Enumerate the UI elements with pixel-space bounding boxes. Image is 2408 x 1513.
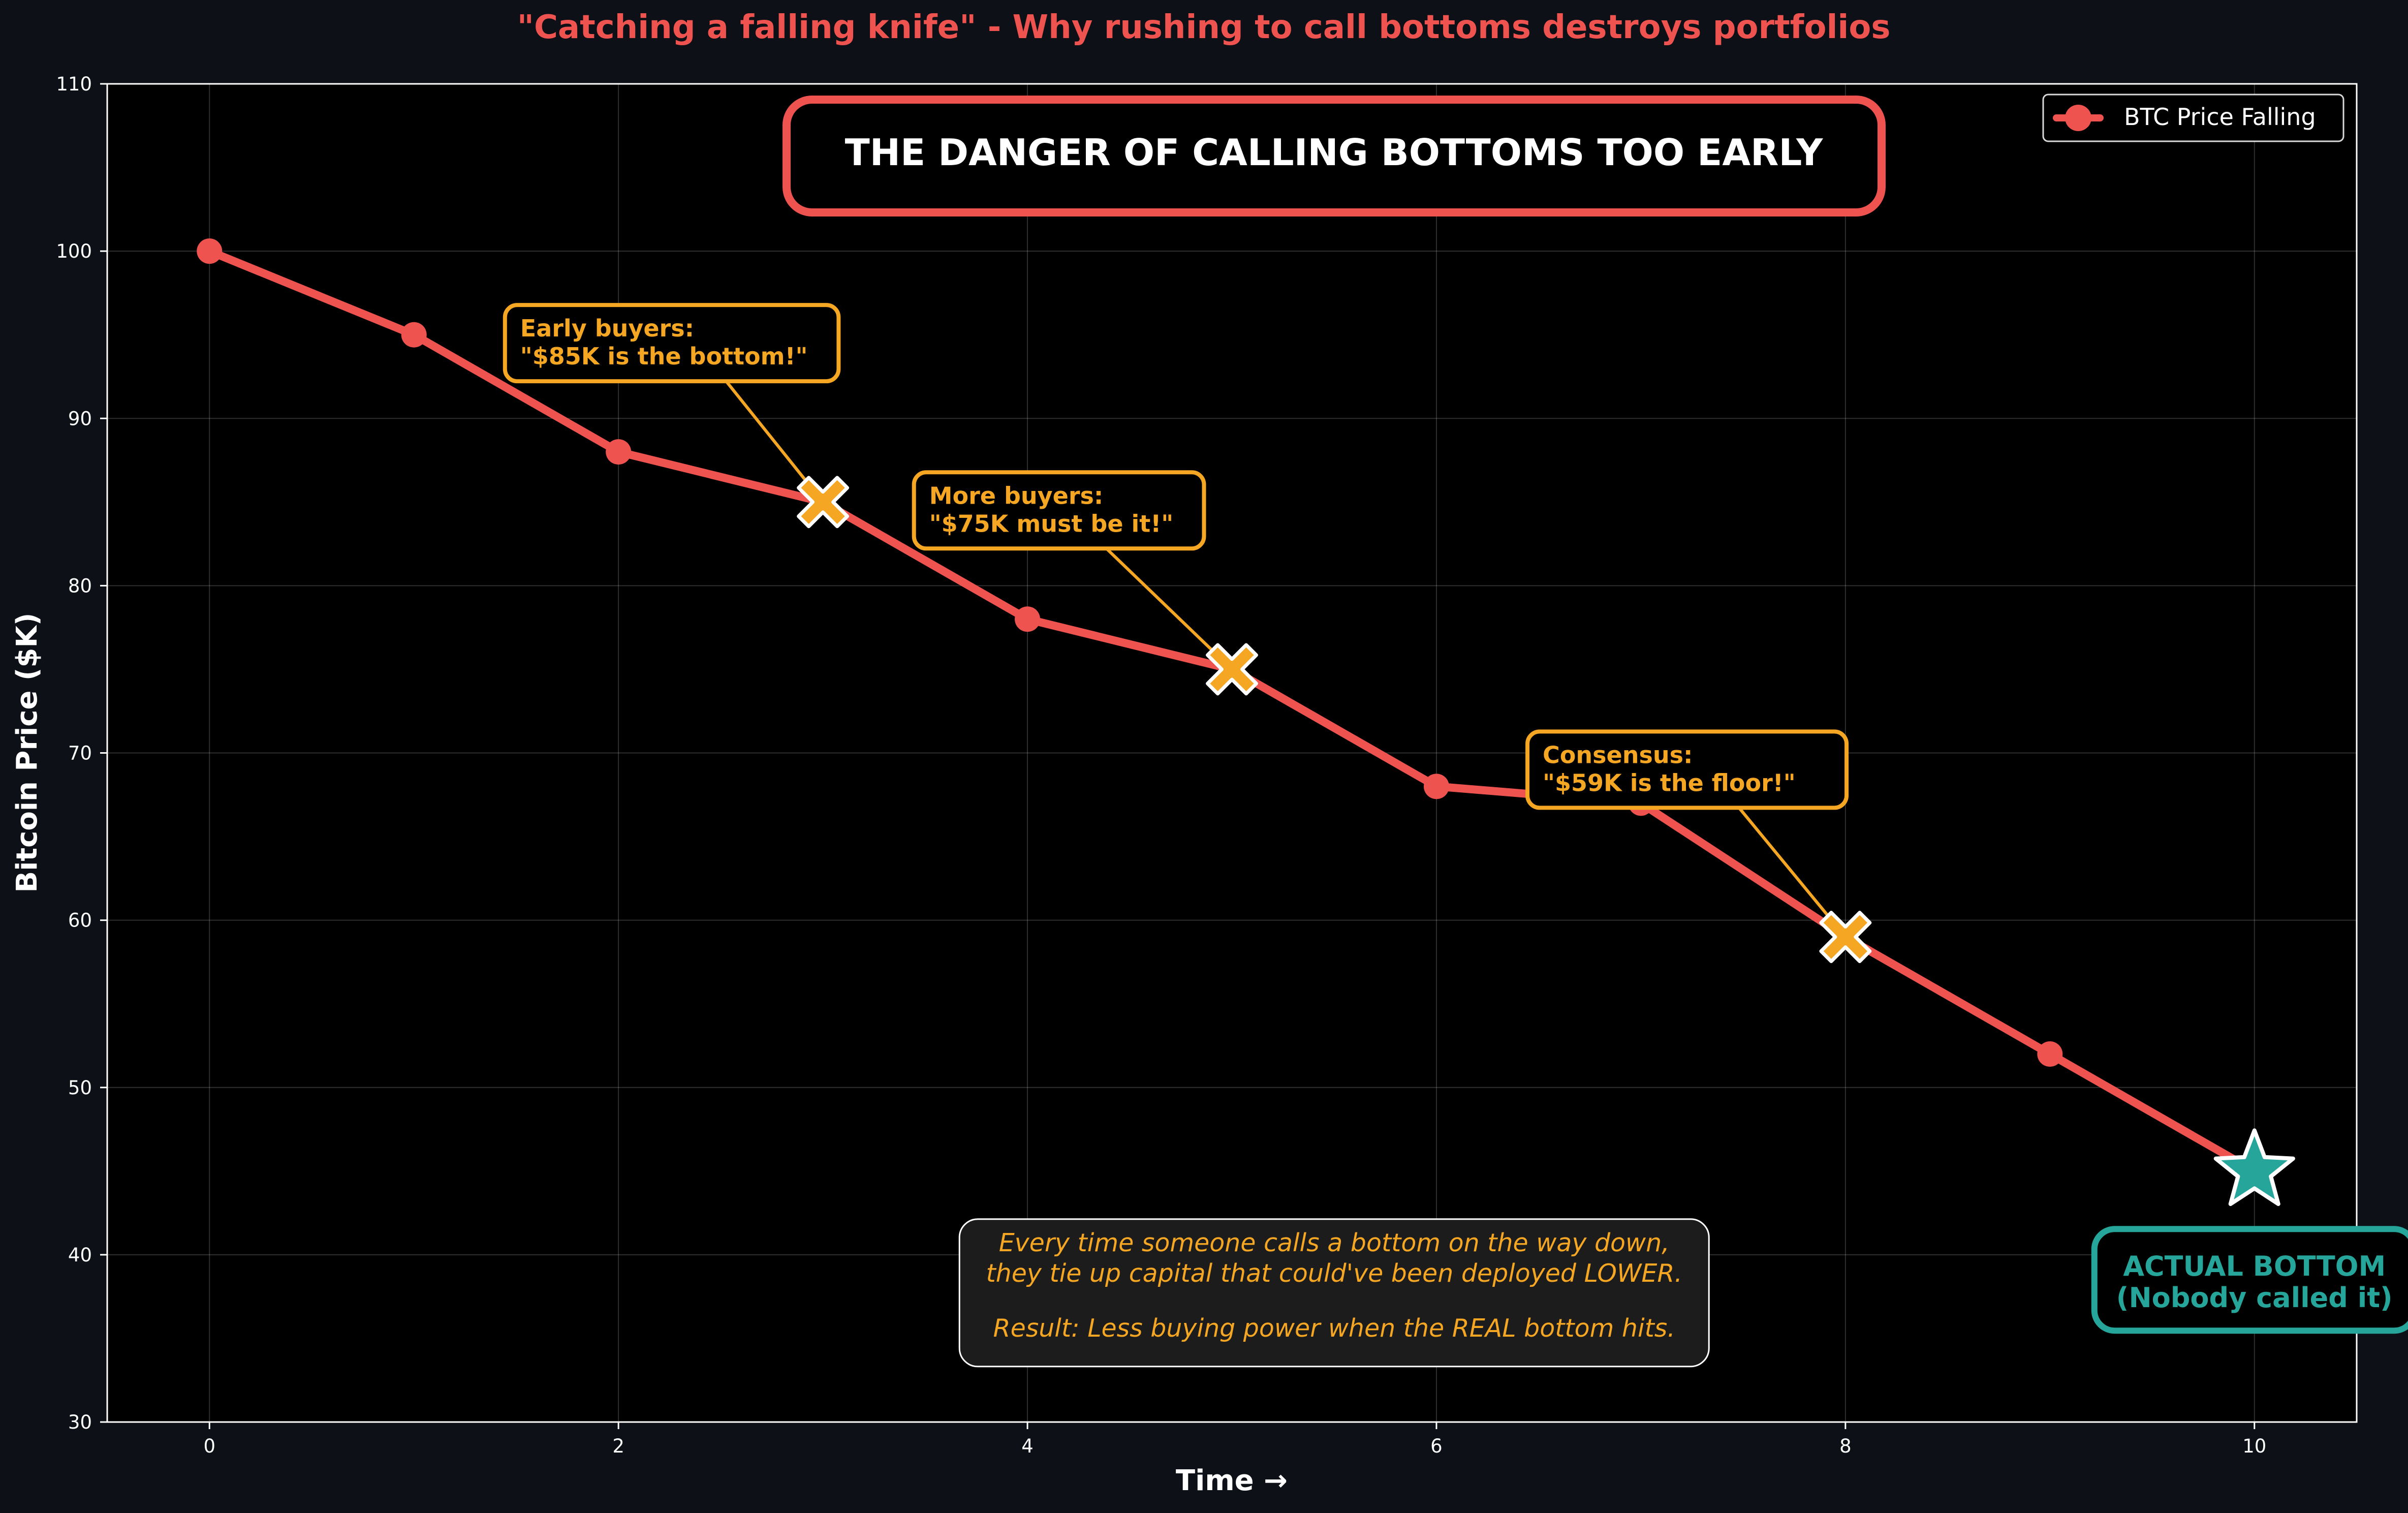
banner: THE DANGER OF CALLING BOTTOMS TOO EARLY [783,96,1886,217]
y-tick-label: 70 [68,743,92,764]
actual-bottom-box [2091,1226,2408,1334]
bottom-call-marker-2 [1206,643,1258,696]
y-tick-label: 100 [56,240,92,262]
legend-box [2042,94,2344,142]
data-point [606,439,632,465]
x-axis-label: Time → [1176,1464,1288,1497]
plot-area [106,83,2358,1423]
data-point [2037,1041,2063,1067]
annotation-line1-3: Consensus: [1543,741,1693,768]
x-tick-label: 0 [203,1435,215,1457]
x-tick-label: 6 [1430,1435,1443,1457]
annotation-line2-2: "$75K must be it!" [929,510,1174,537]
series-btc-price [197,238,2295,1206]
actual-bottom-line1: ACTUAL BOTTOM [2123,1250,2386,1282]
explanation-note: Every time someone calls a bottom on the… [958,1218,1710,1368]
y-tick-label: 50 [68,1077,92,1099]
x-tick-label: 10 [2242,1435,2266,1457]
y-tick-label: 40 [68,1244,92,1266]
axis-ticks: 0 2 4 6 8 10 30 40 50 60 70 80 90 100 110 [56,73,2266,1457]
legend-label: BTC Price Falling [2124,103,2316,131]
actual-bottom-star [2213,1128,2295,1206]
annotation-box-2 [912,470,1206,551]
y-tick-label: 30 [68,1411,92,1433]
annotation-line2-3: "$59K is the floor!" [1543,769,1796,796]
annotation-line2-1: "$85K is the bottom!" [520,343,808,370]
x-tick-label: 8 [1839,1435,1852,1457]
y-tick-label: 90 [68,408,92,429]
annotation-line1-2: More buyers: [929,482,1104,509]
grid [107,83,2357,1423]
legend: BTC Price Falling [2042,94,2344,142]
note-line1: Every time someone calls a bottom on the… [999,1228,1670,1257]
banner-box [783,96,1886,217]
banner-text: THE DANGER OF CALLING BOTTOMS TOO EARLY [845,131,1823,174]
annotation-box-3 [1525,729,1849,810]
y-axis-label: Bitcoin Price ($K) [11,613,44,893]
data-point [1015,606,1041,632]
actual-bottom-line2: (Nobody called it) [2116,1282,2393,1314]
data-point [1423,774,1449,799]
note-line3: Result: Less buying power when the REAL … [993,1314,1675,1343]
chart-title: "Catching a falling knife" - Why rushing… [517,9,1891,46]
explanation-note-box [958,1218,1710,1368]
y-tick-label: 60 [68,910,92,932]
y-tick-label: 110 [56,73,92,95]
y-tick-label: 80 [68,575,92,597]
bottom-call-marker-1 [797,476,850,529]
legend-marker-swatch [2065,105,2091,131]
annotation-line1-1: Early buyers: [520,315,694,342]
annotations: Early buyers:"$85K is the bottom!" More b… [503,303,1849,810]
x-tick-label: 2 [612,1435,624,1457]
bottom-call-marker-3 [1819,911,1872,964]
x-tick-label: 4 [1021,1435,1034,1457]
actual-bottom-callout: ACTUAL BOTTOM (Nobody called it) [2091,1226,2408,1334]
note-line2: they tie up capital that could've been d… [986,1259,1682,1288]
data-point [401,322,427,348]
data-point [197,238,223,264]
annotation-box-1 [503,303,841,384]
